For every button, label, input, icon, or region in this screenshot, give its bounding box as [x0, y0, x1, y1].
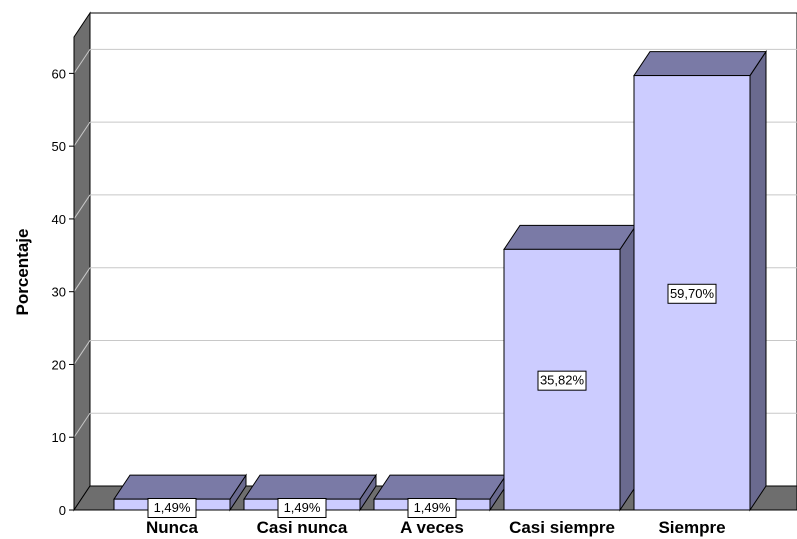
- bars: 1,49% 1,49% 1,49% 35,82% 59,70%: [113, 49, 767, 518]
- bar: 1,49%: [243, 473, 377, 518]
- y-tick-label: 20: [52, 357, 66, 372]
- bar-top: [373, 474, 507, 500]
- gridline-side: [73, 340, 91, 365]
- gridline-side: [73, 194, 91, 220]
- data-label-box: [667, 283, 717, 304]
- data-label-box: [537, 370, 587, 391]
- bar-top: [113, 474, 247, 500]
- y-tick-label: 0: [59, 503, 66, 518]
- y-axis-ticks: 0 10 20 30 40 50 60: [52, 37, 75, 518]
- y-tick-label: 10: [52, 430, 66, 445]
- data-label-text: 1,49%: [154, 500, 191, 515]
- data-label-text: 1,49%: [414, 500, 451, 515]
- bar-side: [749, 49, 767, 512]
- data-label: 1,49%: [407, 498, 457, 518]
- y-tick-label: 30: [52, 285, 66, 300]
- x-category-label: Siempre: [658, 518, 725, 537]
- data-label-box: [277, 498, 327, 518]
- data-label-text: 59,70%: [670, 286, 715, 301]
- y-tick-label: 40: [52, 212, 66, 227]
- x-axis-labels: Nunca Casi nunca A veces Casi siempre Siempr…: [146, 518, 726, 537]
- data-label-box: [407, 498, 457, 518]
- data-label-text: 35,82%: [540, 373, 585, 388]
- gridline-side: [73, 49, 91, 74]
- data-label: 35,82%: [537, 370, 587, 391]
- gridline-side: [73, 121, 91, 147]
- bar: 1,49%: [373, 473, 507, 518]
- bar-top: [503, 224, 637, 250]
- x-category-label: Casi nunca: [257, 518, 348, 537]
- y-tick-label: 50: [52, 139, 66, 154]
- x-category-label: Casi siempre: [509, 518, 615, 537]
- y-tick-label: 60: [52, 66, 66, 81]
- data-label: 59,70%: [667, 283, 717, 304]
- gridline-side: [73, 267, 91, 292]
- y-axis-title: Porcentaje: [13, 229, 32, 316]
- bar-top: [633, 51, 767, 77]
- data-label: 1,49%: [147, 498, 197, 518]
- gridline-side: [73, 412, 91, 438]
- bar: 59,70%: [633, 49, 767, 512]
- bar: 35,82%: [503, 223, 637, 512]
- x-category-label: Nunca: [146, 518, 199, 537]
- chart-side-wall: [73, 11, 91, 512]
- bar-top: [243, 474, 377, 500]
- data-label: 1,49%: [277, 498, 327, 518]
- bar: 1,49%: [113, 473, 247, 518]
- data-label-box: [147, 498, 197, 518]
- x-category-label: A veces: [400, 518, 464, 537]
- data-label-text: 1,49%: [284, 500, 321, 515]
